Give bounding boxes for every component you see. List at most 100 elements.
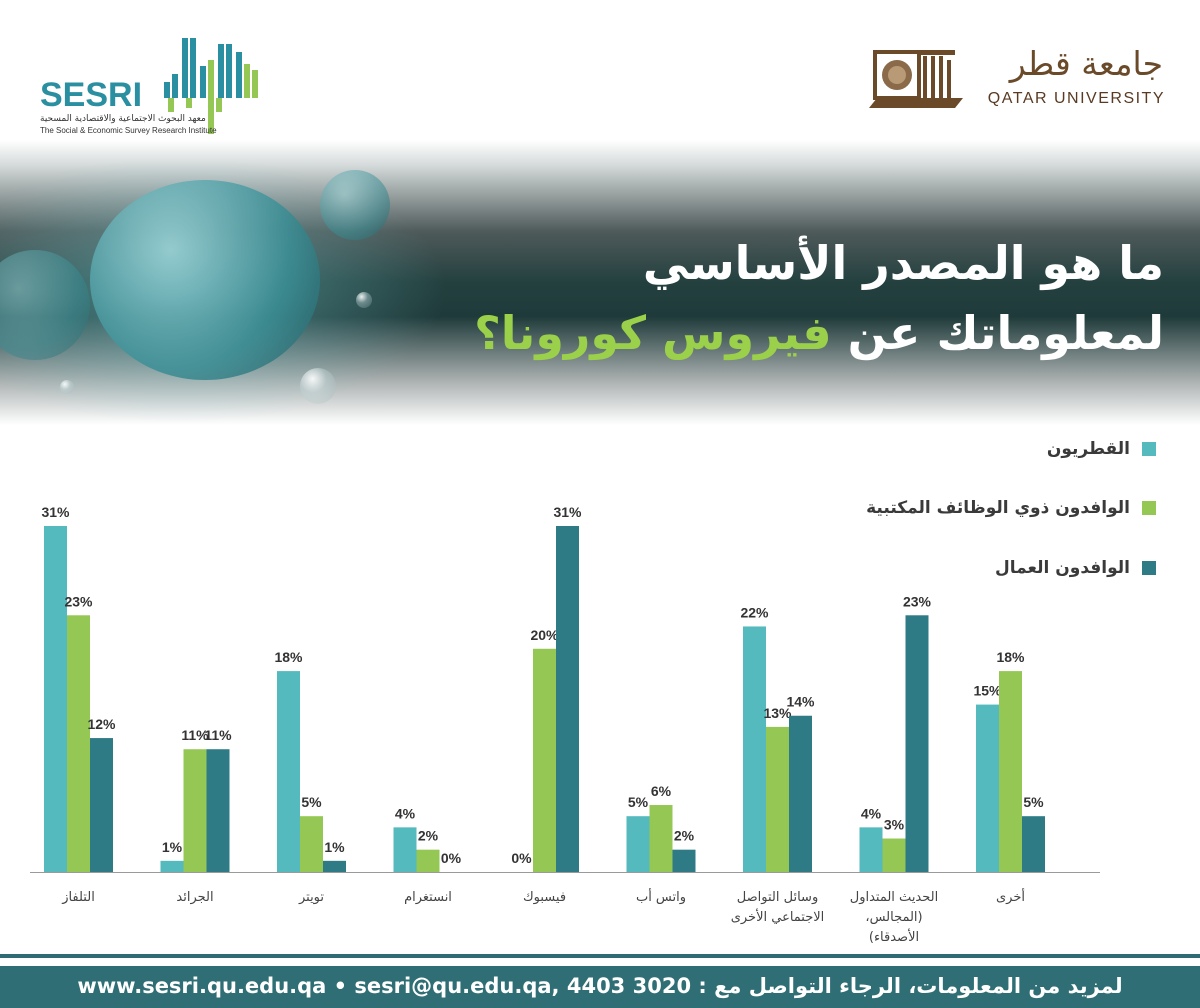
title-banner: ما هو المصدر الأساسي لمعلوماتك عن فيروس … [0,140,1200,425]
category-label-7: الأصدقاء) [869,928,919,945]
bar-5-1 [649,805,673,872]
data-label-5-1: 6% [651,783,672,799]
bar-6-1 [766,726,789,872]
header: SESRI معهد البحوث الاجتماعية والاقتصادية… [0,0,1200,140]
title-line-1: ما هو المصدر الأساسي [642,236,1164,290]
footer-contact: www.sesri.qu.edu.qa • sesri@qu.edu.qa, 4… [0,974,1200,998]
footer-separator: • [333,974,355,998]
category-label-0: التلفاز [61,890,95,905]
footer-email[interactable]: sesri@qu.edu.qa, [354,974,560,998]
university-building-icon [869,50,963,108]
data-label-4-0: 0% [511,850,532,866]
bar-1-2 [206,749,230,872]
footer-contact-prefix: لمزيد من المعلومات، الرجاء التواصل مع : [698,974,1123,998]
bar-2-2 [323,860,346,872]
legend-item-qataris: القطريون [1047,437,1156,461]
data-label-4-1: 20% [530,627,559,643]
bar-7-0 [859,827,883,872]
legend-label: الوافدون العمال [995,558,1130,578]
category-label-7: (المجالس، [865,910,922,925]
category-label-2: تويتر [298,890,324,905]
bar-0-0 [44,526,67,872]
sesri-subtitle-arabic: معهد البحوث الاجتماعية والاقتصادية المسح… [40,114,206,124]
data-label-2-0: 18% [274,649,303,665]
title-line-2: لمعلوماتك عن فيروس كورونا؟ [474,306,1164,360]
bar-6-2 [789,715,812,872]
title-highlight: فيروس كورونا؟ [474,306,832,360]
data-label-6-1: 13% [763,705,792,721]
data-label-5-0: 5% [628,794,649,810]
bar-4-1 [533,648,556,872]
bar-4-2 [556,526,579,872]
legend-swatch [1142,501,1156,515]
bar-1-0 [160,860,184,872]
legend-item-office-expats: الوافدون ذوي الوظائف المكتبية [866,496,1156,520]
bubble [60,380,74,394]
bar-1-1 [183,749,207,872]
legend-swatch [1142,442,1156,456]
sesri-logo: SESRI معهد البحوث الاجتماعية والاقتصادية… [40,30,270,140]
data-label-3-0: 4% [395,805,416,821]
bar-2-1 [300,816,323,872]
legend-label: الوافدون ذوي الوظائف المكتبية [866,498,1130,518]
category-label-3: انستغرام [404,890,452,905]
bar-2-0 [277,671,300,872]
data-label-4-2: 31% [553,504,582,520]
data-label-5-2: 2% [674,828,695,844]
bar-0-2 [90,738,113,872]
data-label-1-1: 11% [181,727,209,743]
data-label-0-0: 31% [41,504,70,520]
data-label-2-1: 5% [301,794,322,810]
sesri-subtitle-english: The Social & Economic Survey Research In… [40,126,217,135]
data-label-6-2: 14% [786,694,815,710]
category-label-8: أخرى [996,888,1025,905]
bar-chart: 31% 23% 12% التلفاز 1% 11%11% الجرائد 18% 5% 1% تو… [30,504,1100,945]
category-label-1: الجرائد [176,890,213,905]
footer: www.sesri.qu.edu.qa • sesri@qu.edu.qa, 4… [0,966,1200,1008]
bar-8-0 [976,704,999,872]
bar-5-2 [672,849,696,872]
category-label-6: وسائل التواصل [737,890,818,905]
title-line-2-prefix: لمعلوماتك عن [831,306,1164,360]
category-label-6: الاجتماعي الأخرى [731,908,825,925]
data-label-3-1: 2% [418,828,439,844]
category-label-7: الحديث المتداول [850,890,938,905]
legend-swatch [1142,561,1156,575]
bar-7-2 [905,615,929,872]
virus-illustration [90,180,320,380]
data-label-8-0: 15% [973,683,1002,699]
data-label-8-1: 18% [996,649,1025,665]
footer-phone: 4403 3020 [566,974,692,998]
bar-8-2 [1022,816,1045,872]
university-name-english: QATAR UNIVERSITY [987,90,1165,107]
virus-illustration-left [0,250,90,360]
bar-6-0 [743,626,766,872]
sesri-wordmark: SESRI [40,76,143,114]
sesri-bars-icon [164,38,258,134]
legend-label: القطريون [1046,439,1130,459]
virus-illustration-small [320,170,390,240]
legend-item-worker-expats: الوافدون العمال [995,556,1156,580]
bar-3-0 [393,827,417,872]
bar-8-1 [999,671,1022,872]
footer-website[interactable]: www.sesri.qu.edu.qa [77,974,327,998]
footer-divider [0,954,1200,958]
data-label-3-2: 0% [441,850,462,866]
data-label-0-2: 12% [87,716,116,732]
data-label-7-1: 3% [884,817,905,833]
data-label-7-0: 4% [861,805,882,821]
category-label-4: فيسبوك [523,890,566,905]
bar-3-1 [416,849,440,872]
bubble [356,292,372,308]
data-label-8-2: 5% [1023,794,1044,810]
data-label-2-2: 1% [324,839,345,855]
bar-0-1 [67,615,90,872]
bubble [300,368,336,404]
qatar-university-logo: جامعة قطر QATAR UNIVERSITY [865,38,1175,118]
data-label-7-2: 23% [903,593,932,609]
bar-5-0 [626,816,650,872]
university-name-arabic: جامعة قطر [1009,44,1163,83]
bar-7-1 [882,838,906,872]
category-label-5: واتس أب [636,888,686,905]
data-label-6-0: 22% [740,604,769,620]
